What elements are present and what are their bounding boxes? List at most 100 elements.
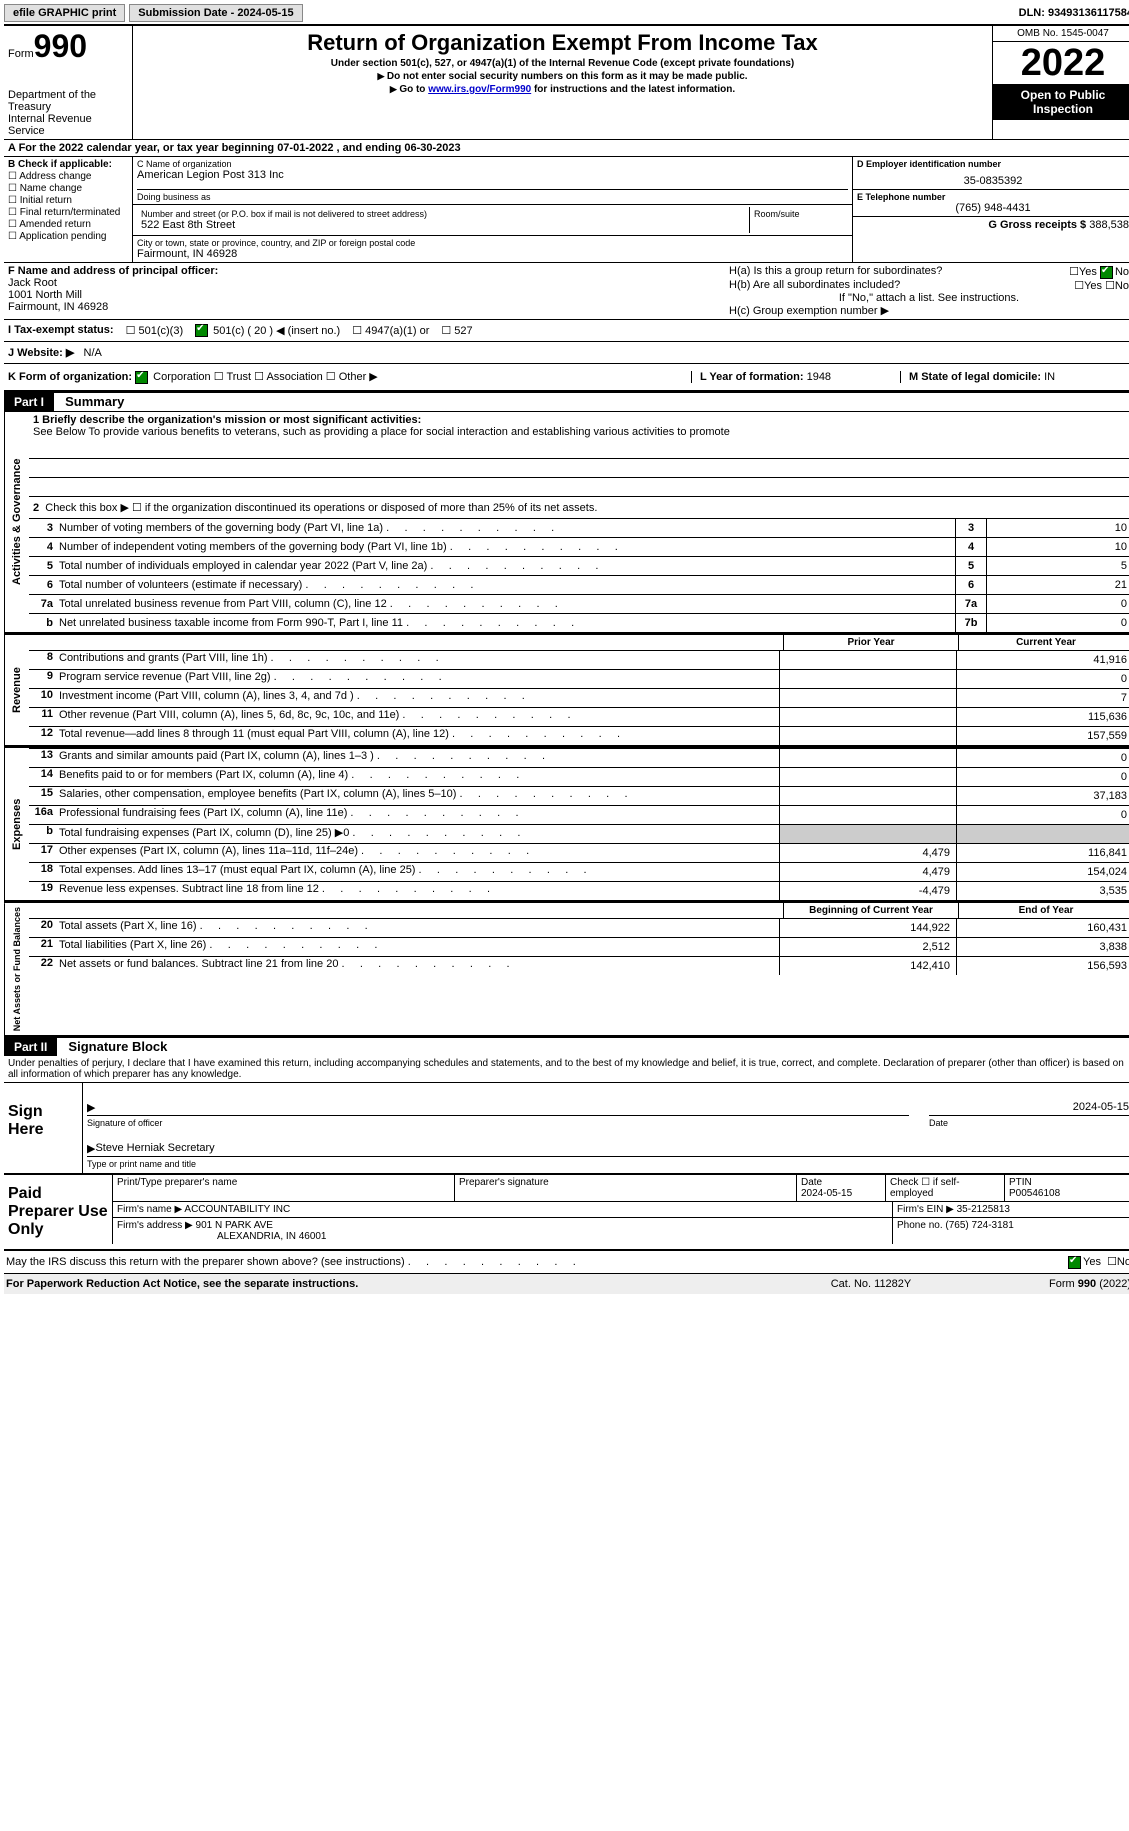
row-15: 15 Salaries, other compensation, employe… — [29, 786, 1129, 805]
prior-year-header: Prior Year — [783, 635, 958, 650]
phone-value: (765) 948-4431 — [857, 202, 1129, 214]
sign-here-row: Sign Here ▶ Signature of officer 2024-05… — [4, 1082, 1129, 1173]
gross-label: G Gross receipts $ — [988, 219, 1086, 231]
top-bar: efile GRAPHIC print Submission Date - 20… — [4, 4, 1129, 22]
form-footer: Form 990 (2022) — [971, 1278, 1129, 1290]
row-11: 11 Other revenue (Part VIII, column (A),… — [29, 707, 1129, 726]
k-trust[interactable]: ☐ Trust — [214, 371, 251, 383]
prep-selfemp[interactable]: Check ☐ if self-employed — [886, 1175, 1005, 1201]
subtitle-3: Go to www.irs.gov/Form990 for instructio… — [139, 84, 986, 95]
officer-label: F Name and address of principal officer: — [8, 265, 721, 277]
form-prefix: Form — [8, 48, 34, 60]
l-value: 1948 — [807, 371, 831, 383]
city-value: Fairmount, IN 46928 — [137, 248, 848, 260]
irs-link[interactable]: www.irs.gov/Form990 — [428, 84, 531, 95]
ptin-label: PTIN — [1009, 1177, 1032, 1188]
officer-addr1: 1001 North Mill — [8, 289, 721, 301]
check-address[interactable]: ☐ Address change — [8, 171, 128, 182]
form-title: Return of Organization Exempt From Incom… — [139, 30, 986, 56]
part2-tag: Part II — [4, 1038, 57, 1056]
row-8: 8 Contributions and grants (Part VIII, l… — [29, 650, 1129, 669]
check-final[interactable]: ☐ Final return/terminated — [8, 207, 128, 218]
col-d-info: D Employer identification number 35-0835… — [852, 157, 1129, 262]
part1-tag: Part I — [4, 393, 54, 411]
efile-button[interactable]: efile GRAPHIC print — [4, 4, 125, 22]
status-527[interactable]: ☐ 527 — [441, 324, 472, 337]
line-2: 2 Check this box ▶ ☐ if the organization… — [29, 497, 1129, 518]
current-year-header: Current Year — [958, 635, 1129, 650]
k-corp[interactable]: Corporation — [135, 371, 211, 383]
row-19: 19 Revenue less expenses. Subtract line … — [29, 881, 1129, 900]
title-block: Return of Organization Exempt From Incom… — [133, 26, 992, 139]
row-22: 22 Net assets or fund balances. Subtract… — [29, 956, 1129, 975]
ha-label: H(a) Is this a group return for subordin… — [729, 265, 942, 279]
paperwork-notice: For Paperwork Reduction Act Notice, see … — [6, 1278, 771, 1290]
room-label: Room/suite — [754, 209, 844, 219]
sig-officer-caption: Signature of officer — [87, 1118, 909, 1128]
row-b: b Total fundraising expenses (Part IX, c… — [29, 824, 1129, 843]
line-a: A For the 2022 calendar year, or tax yea… — [4, 139, 1129, 156]
org-name-label: C Name of organization — [137, 159, 848, 169]
row-14: 14 Benefits paid to or for members (Part… — [29, 767, 1129, 786]
revenue-block: Revenue Prior Year Current Year 8 Contri… — [4, 634, 1129, 747]
tax-year: 2022 — [993, 42, 1129, 84]
form-id-block: Form990 Department of the Treasury Inter… — [4, 26, 133, 139]
hb-answer[interactable]: ☐Yes ☐No — [1074, 279, 1129, 292]
mission-blank-2 — [29, 459, 1129, 478]
form-number: 990 — [34, 28, 87, 64]
end-year-header: End of Year — [958, 903, 1129, 918]
officer-addr2: Fairmount, IN 46928 — [8, 301, 721, 313]
col-b-checks: B Check if applicable: ☐ Address change … — [4, 157, 133, 262]
mission-text: See Below To provide various benefits to… — [33, 426, 1129, 438]
gross-value: 388,538 — [1089, 219, 1129, 231]
status-4947[interactable]: ☐ 4947(a)(1) or — [352, 324, 429, 337]
gov-row-4: 4 Number of independent voting members o… — [29, 537, 1129, 556]
k-other[interactable]: ☐ Other ▶ — [326, 371, 378, 383]
check-name[interactable]: ☐ Name change — [8, 183, 128, 194]
discuss-answer[interactable]: Yes ☐No — [1068, 1255, 1129, 1269]
dept-label: Department of the Treasury — [8, 89, 128, 113]
sig-date-caption: Date — [929, 1118, 1129, 1128]
addr-label: Number and street (or P.O. box if mail i… — [141, 209, 745, 219]
hc-label: H(c) Group exemption number ▶ — [729, 304, 1129, 317]
mission-blank-1 — [29, 440, 1129, 459]
row-18: 18 Total expenses. Add lines 13–17 (must… — [29, 862, 1129, 881]
ha-answer[interactable]: ☐Yes No — [1069, 265, 1129, 279]
row-10: 10 Investment income (Part VIII, column … — [29, 688, 1129, 707]
part2-header: Part II Signature Block — [4, 1037, 1129, 1056]
prep-name-label: Print/Type preparer's name — [113, 1175, 455, 1201]
prep-date-value: 2024-05-15 — [801, 1188, 852, 1199]
year-box: OMB No. 1545-0047 2022 Open to Public In… — [992, 26, 1129, 139]
dln-label: DLN: 93493136117584 — [1019, 7, 1129, 19]
check-initial[interactable]: ☐ Initial return — [8, 195, 128, 206]
ptin-value: P00546108 — [1009, 1188, 1060, 1199]
status-501c3[interactable]: ☐ 501(c)(3) — [126, 324, 184, 337]
firm-addr-value2: ALEXANDRIA, IN 46001 — [217, 1231, 327, 1242]
prep-date-label: Date — [801, 1177, 822, 1188]
row-20: 20 Total assets (Part X, line 16) 144,92… — [29, 918, 1129, 937]
check-pending[interactable]: ☐ Application pending — [8, 231, 128, 242]
sign-here-label: Sign Here — [4, 1083, 83, 1173]
submission-date-button[interactable]: Submission Date - 2024-05-15 — [129, 4, 302, 22]
k-assoc[interactable]: ☐ Association — [254, 371, 323, 383]
vtab-expenses: Expenses — [4, 748, 29, 900]
firm-addr-label: Firm's address ▶ — [117, 1220, 193, 1231]
website-row: J Website: ▶ N/A — [4, 341, 1129, 363]
check-amended[interactable]: ☐ Amended return — [8, 219, 128, 230]
paid-preparer-block: Paid Preparer Use Only Print/Type prepar… — [4, 1173, 1129, 1251]
irs-label: Internal Revenue Service — [8, 113, 128, 137]
identity-grid: B Check if applicable: ☐ Address change … — [4, 156, 1129, 262]
website-value: N/A — [84, 347, 102, 359]
m-value: IN — [1044, 371, 1055, 383]
part1-title: Summary — [65, 394, 124, 409]
expenses-block: Expenses 13 Grants and similar amounts p… — [4, 747, 1129, 902]
vtab-netassets: Net Assets or Fund Balances — [4, 903, 29, 1035]
firm-phone-label: Phone no. — [897, 1220, 943, 1231]
status-501c[interactable]: 501(c) ( 20 ) ◀ (insert no.) — [195, 324, 340, 338]
city-label: City or town, state or province, country… — [137, 238, 848, 248]
cat-no: Cat. No. 11282Y — [771, 1278, 971, 1290]
paid-label: Paid Preparer Use Only — [4, 1175, 112, 1249]
addr-value: 522 East 8th Street — [141, 219, 745, 231]
tax-status-label: I Tax-exempt status: — [8, 324, 114, 336]
row-16a: 16a Professional fundraising fees (Part … — [29, 805, 1129, 824]
